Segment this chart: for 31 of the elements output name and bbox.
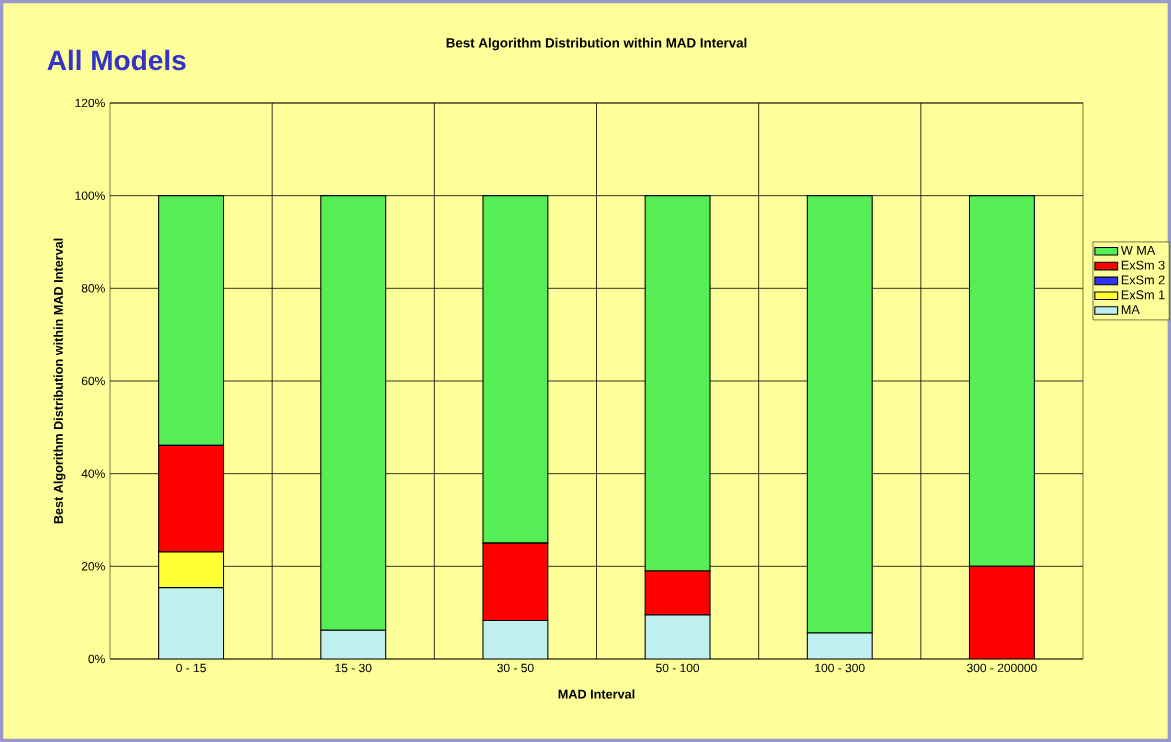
y-tick-label: 40%	[81, 469, 105, 478]
x-tick-label: 50 - 100	[656, 663, 700, 673]
bar	[968, 565, 1035, 659]
chart-subtitle: All Models	[47, 49, 186, 71]
legend-label: ExSm 1	[1121, 290, 1165, 300]
bar	[644, 570, 711, 616]
bar	[482, 619, 549, 659]
y-axis-title: Best Algorithm Distribution within MAD Interval	[53, 238, 66, 524]
chart-title: Best Algorithm Distribution within MAD Interval	[446, 37, 747, 51]
y-tick-label: 80%	[81, 284, 105, 293]
legend-label: MA	[1121, 305, 1140, 314]
bar	[158, 444, 225, 553]
x-tick-label: 100 - 300	[815, 663, 865, 673]
x-tick-label: 0 - 15	[176, 663, 206, 673]
y-tick-label: 0%	[88, 654, 105, 664]
legend-label: ExSm 3	[1121, 260, 1165, 270]
x-tick-label: 15 - 30	[335, 663, 372, 673]
x-tick-label: 30 - 50	[497, 663, 534, 673]
bar	[806, 632, 873, 659]
legend-label: W MA	[1120, 245, 1156, 255]
y-tick-label: 100%	[75, 191, 105, 200]
bar	[158, 587, 225, 659]
x-axis-title: MAD Interval	[558, 689, 635, 699]
y-tick-label: 20%	[81, 562, 105, 571]
bar	[320, 629, 387, 659]
bar	[644, 614, 711, 659]
y-tick-label: 60%	[81, 376, 105, 386]
bar	[482, 542, 549, 622]
y-tick-label: 120%	[75, 98, 105, 108]
x-tick-label: 300 - 200000	[967, 663, 1037, 673]
legend-label: ExSm 2	[1121, 275, 1165, 285]
